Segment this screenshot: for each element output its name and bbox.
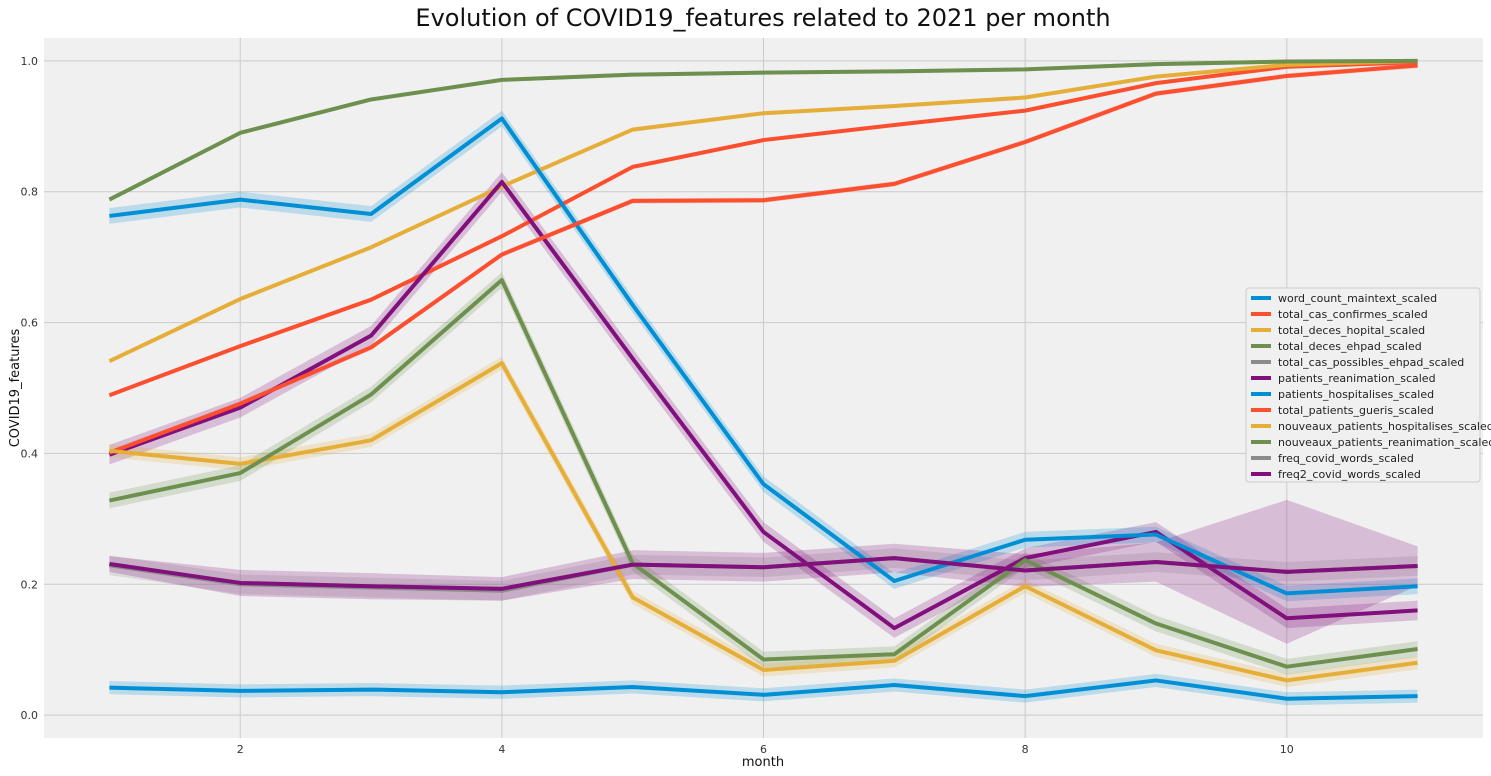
legend-entry: freq_covid_words_scaled — [1278, 452, 1414, 465]
y-tick-label: 0.6 — [21, 317, 39, 330]
series-line — [108, 58, 1418, 202]
legend-entry: patients_reanimation_scaled — [1278, 372, 1436, 385]
y-tick-label: 1.0 — [21, 55, 39, 68]
legend-entry: patients_hospitalises_scaled — [1278, 388, 1434, 401]
x-tick-label: 2 — [237, 743, 244, 756]
y-tick-label: 0.8 — [21, 186, 39, 199]
series-line — [109, 361, 1418, 683]
legend-entry: total_patients_gueris_scaled — [1278, 404, 1434, 417]
legend-entry: freq2_covid_words_scaled — [1278, 468, 1421, 481]
y-tick-label: 0.4 — [21, 447, 39, 460]
legend-entry: word_count_maintext_scaled — [1278, 292, 1437, 305]
y-axis-label: COVID19_features — [8, 328, 23, 447]
legend-entry: nouveaux_patients_hospitalises_scaled — [1278, 420, 1491, 433]
y-tick-label: 0.0 — [21, 709, 39, 722]
x-tick-label: 4 — [498, 743, 505, 756]
series-line — [108, 179, 1418, 631]
series-line — [109, 678, 1418, 701]
chart-title: Evolution of COVID19_features related to… — [415, 4, 1110, 32]
x-tick-label: 10 — [1280, 743, 1294, 756]
y-tick-label: 0.2 — [21, 578, 39, 591]
x-tick-label: 8 — [1022, 743, 1029, 756]
legend: word_count_maintext_scaled total_cas_conf… — [1245, 287, 1491, 483]
series-line — [108, 63, 1418, 455]
confidence-band — [109, 499, 1418, 644]
series-line — [109, 556, 1418, 591]
legend-entry: total_deces_ehpad_scaled — [1278, 340, 1422, 353]
legend-entry: nouveaux_patients_reanimation_scaled — [1278, 436, 1491, 449]
series-line — [108, 58, 1418, 363]
y-tick-labels: 0.0 0.2 0.4 0.6 0.8 1.0 — [21, 55, 39, 722]
legend-entry: total_deces_hopital_scaled — [1278, 324, 1425, 337]
series-line — [108, 278, 1418, 669]
legend-box — [1245, 287, 1481, 483]
series-line — [109, 116, 1418, 596]
confidence-band — [109, 673, 1418, 706]
x-axis-label: month — [742, 755, 784, 770]
series-lines — [108, 58, 1418, 701]
series-line — [108, 60, 1418, 398]
legend-entry: total_cas_confirmes_scaled — [1278, 308, 1428, 321]
x-tick-labels: 2 4 6 8 10 — [237, 743, 1294, 756]
legend-entry: total_cas_possibles_ehpad_scaled — [1278, 356, 1464, 369]
x-tick-label: 6 — [760, 743, 767, 756]
